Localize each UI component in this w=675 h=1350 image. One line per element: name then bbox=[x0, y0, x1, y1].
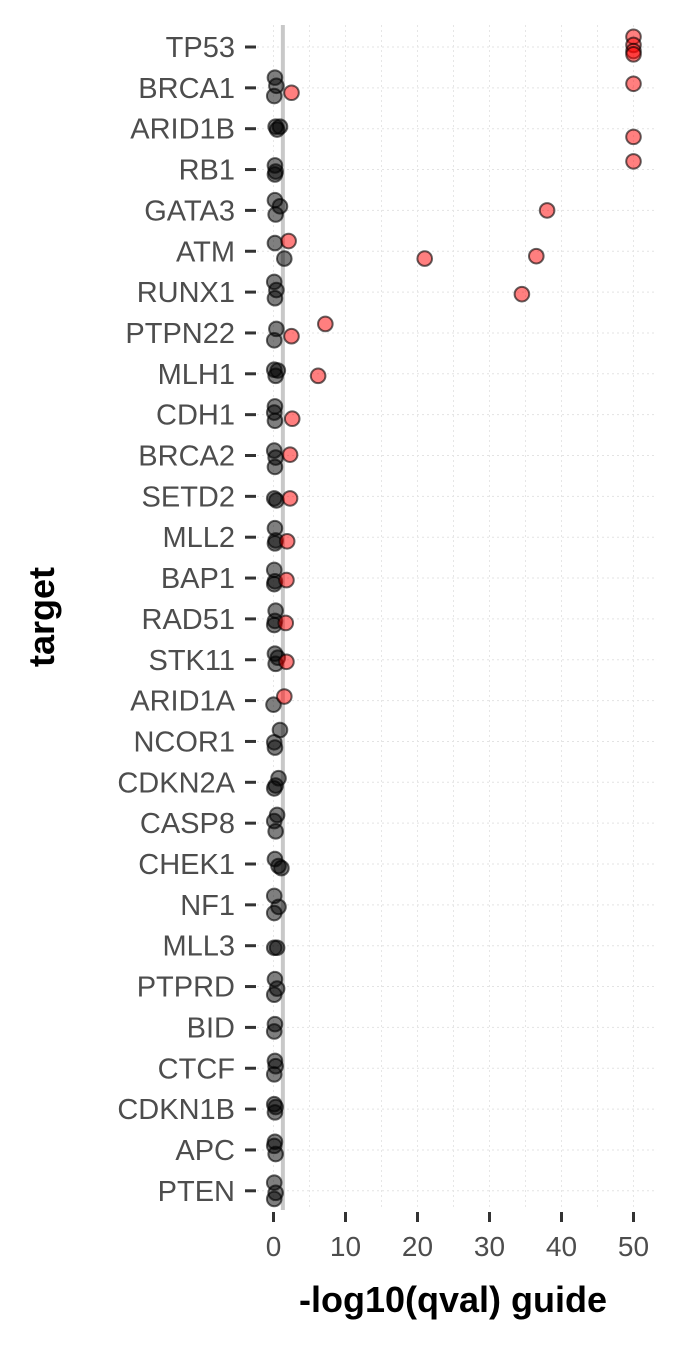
point-stk11-64 bbox=[278, 653, 295, 671]
point-mll2-52 bbox=[278, 532, 296, 550]
y-tick-label-arid1b: ARID1B bbox=[130, 114, 235, 146]
y-tick-label-pten: PTEN bbox=[158, 1176, 235, 1208]
x-tick-label-50: 50 bbox=[618, 1231, 649, 1262]
point-arid1b-12 bbox=[625, 128, 642, 146]
x-tick-label-10: 10 bbox=[330, 1231, 361, 1262]
point-brca1-6 bbox=[265, 87, 283, 105]
point-atm-24 bbox=[416, 250, 434, 267]
point-chek1-78 bbox=[273, 859, 290, 877]
point-brca2-44 bbox=[266, 458, 284, 476]
y-tick-label-setd2: SETD2 bbox=[142, 481, 235, 513]
point-casp8-75 bbox=[267, 823, 284, 840]
y-axis: TP53 BRCA1 ARID1B RB1 GATA3 ATM RUNX1 PTPN22 MLH… bbox=[117, 32, 256, 1208]
point-arid1a-65 bbox=[265, 696, 282, 713]
point-cdh1-41 bbox=[283, 410, 301, 428]
y-tick-label-mlh1: MLH1 bbox=[158, 359, 235, 391]
point-brca1-7 bbox=[283, 84, 300, 102]
point-ptprd-86 bbox=[265, 986, 283, 1004]
point-apc-97 bbox=[267, 1145, 284, 1163]
point-rad51-60 bbox=[277, 614, 295, 632]
point-nf1-81 bbox=[265, 904, 283, 922]
point-ctcf-91 bbox=[265, 1066, 283, 1083]
x-axis-title: -log10(qval) guide bbox=[299, 1279, 607, 1320]
point-brca1-8 bbox=[625, 75, 642, 93]
point-brca2-45 bbox=[281, 446, 299, 463]
x-axis: 0 10 20 30 40 50 bbox=[266, 1212, 649, 1262]
point-ptpn22-33 bbox=[283, 327, 300, 345]
point-runx1-28 bbox=[266, 289, 284, 307]
point-atm-25 bbox=[528, 247, 545, 265]
point-ptpn22-31 bbox=[265, 332, 283, 349]
point-gata3-20 bbox=[538, 202, 556, 219]
y-tick-label-rb1: RB1 bbox=[179, 155, 235, 187]
y-tick-label-mll2: MLL2 bbox=[162, 522, 235, 554]
point-runx1-29 bbox=[513, 285, 531, 303]
y-tick-label-tp53: TP53 bbox=[166, 32, 235, 64]
point-atm-23 bbox=[276, 250, 293, 267]
y-tick-label-rad51: RAD51 bbox=[142, 604, 236, 636]
point-mll3-83 bbox=[268, 939, 286, 957]
point-tp53-3 bbox=[625, 46, 642, 63]
x-tick-label-0: 0 bbox=[266, 1231, 282, 1262]
point-ncor1-69 bbox=[266, 739, 284, 756]
point-cdkn1b-94 bbox=[266, 1104, 284, 1121]
point-arid1b-11 bbox=[268, 121, 286, 138]
point-mlh1-37 bbox=[309, 367, 327, 385]
point-gata3-19 bbox=[267, 206, 284, 223]
point-cdkn2a-72 bbox=[265, 780, 283, 797]
y-tick-label-brca2: BRCA2 bbox=[138, 441, 235, 473]
data-points bbox=[265, 28, 642, 1208]
x-tick-label-30: 30 bbox=[474, 1231, 505, 1262]
y-tick-label-runx1: RUNX1 bbox=[137, 277, 235, 309]
x-tick-label-40: 40 bbox=[546, 1231, 577, 1262]
y-tick-label-ctcf: CTCF bbox=[158, 1053, 235, 1085]
point-atm-22 bbox=[280, 232, 297, 250]
point-atm-21 bbox=[266, 234, 284, 252]
point-setd2-48 bbox=[281, 490, 299, 507]
y-tick-label-gata3: GATA3 bbox=[144, 195, 235, 227]
y-axis-title: target bbox=[21, 567, 62, 667]
y-tick-label-bap1: BAP1 bbox=[161, 563, 235, 595]
y-tick-label-bid: BID bbox=[187, 1012, 235, 1044]
y-tick-label-apc: APC bbox=[175, 1135, 235, 1167]
x-tick-label-20: 20 bbox=[402, 1231, 433, 1262]
point-cdh1-40 bbox=[266, 412, 284, 430]
y-tick-label-nf1: NF1 bbox=[180, 890, 235, 922]
y-tick-label-mll3: MLL3 bbox=[162, 931, 235, 963]
point-bid-88 bbox=[265, 1023, 283, 1040]
y-tick-label-ncor1: NCOR1 bbox=[133, 726, 235, 758]
point-rb1-15 bbox=[266, 166, 284, 183]
point-rb1-16 bbox=[625, 153, 642, 170]
y-tick-label-casp8: CASP8 bbox=[140, 808, 235, 840]
point-ptpn22-32 bbox=[317, 315, 334, 333]
y-tick-label-atm: ATM bbox=[176, 236, 235, 268]
point-mlh1-36 bbox=[267, 367, 284, 385]
y-tick-label-arid1a: ARID1A bbox=[130, 686, 235, 718]
y-tick-label-brca1: BRCA1 bbox=[138, 73, 235, 105]
point-arid1a-66 bbox=[276, 688, 293, 705]
y-tick-label-chek1: CHEK1 bbox=[138, 849, 235, 881]
y-tick-label-stk11: STK11 bbox=[148, 645, 235, 677]
y-tick-label-cdh1: CDH1 bbox=[156, 400, 235, 432]
point-setd2-47 bbox=[268, 492, 285, 509]
y-tick-label-ptpn22: PTPN22 bbox=[125, 318, 235, 350]
gridlines bbox=[247, 25, 655, 1210]
y-tick-label-ptprd: PTPRD bbox=[137, 972, 235, 1004]
point-bap1-56 bbox=[278, 571, 295, 589]
y-tick-label-cdkn2a: CDKN2A bbox=[117, 767, 235, 799]
point-pten-100 bbox=[265, 1190, 283, 1208]
y-tick-label-cdkn1b: CDKN1B bbox=[117, 1094, 235, 1126]
